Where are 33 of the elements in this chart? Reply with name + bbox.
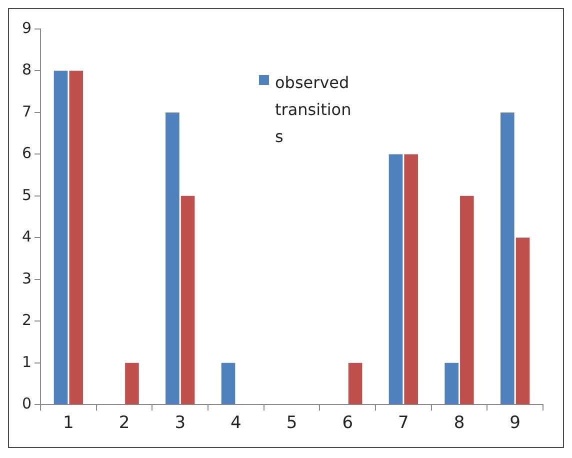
x-tick-label: 9: [510, 413, 520, 434]
x-tick-label: 5: [286, 413, 298, 434]
y-tick-label: 3: [22, 269, 32, 288]
x-tick-label: 1: [63, 413, 74, 434]
bar: [516, 238, 530, 404]
y-tick-label: 0: [22, 394, 32, 412]
y-tick-label: 2: [22, 311, 32, 330]
y-tick-label: 1: [22, 352, 32, 371]
x-tick-label: 3: [174, 413, 186, 434]
bar: [180, 196, 195, 404]
bar: [166, 112, 180, 404]
bar: [54, 70, 68, 404]
bar: [221, 362, 236, 404]
y-tick-label: 6: [22, 144, 32, 162]
y-tick-label: 7: [22, 102, 32, 120]
legend-label: observed transitions: [275, 72, 352, 148]
bar: [125, 362, 139, 404]
bar: [69, 70, 84, 404]
y-tick-label: 4: [22, 228, 32, 246]
bar: [404, 154, 418, 404]
bar: [460, 196, 474, 404]
y-tick-label: 9: [22, 18, 32, 37]
x-tick-label: 4: [230, 413, 242, 434]
y-tick-label: 5: [22, 186, 32, 204]
bar: [348, 362, 362, 404]
x-tick-label: 2: [118, 413, 130, 434]
bar: [388, 154, 403, 404]
bar: [444, 362, 458, 404]
x-tick-label: 6: [342, 413, 354, 434]
y-tick-label: 8: [22, 60, 32, 79]
x-tick-label: 8: [454, 413, 465, 434]
x-tick-label: 7: [398, 413, 409, 434]
bar: [500, 112, 514, 404]
